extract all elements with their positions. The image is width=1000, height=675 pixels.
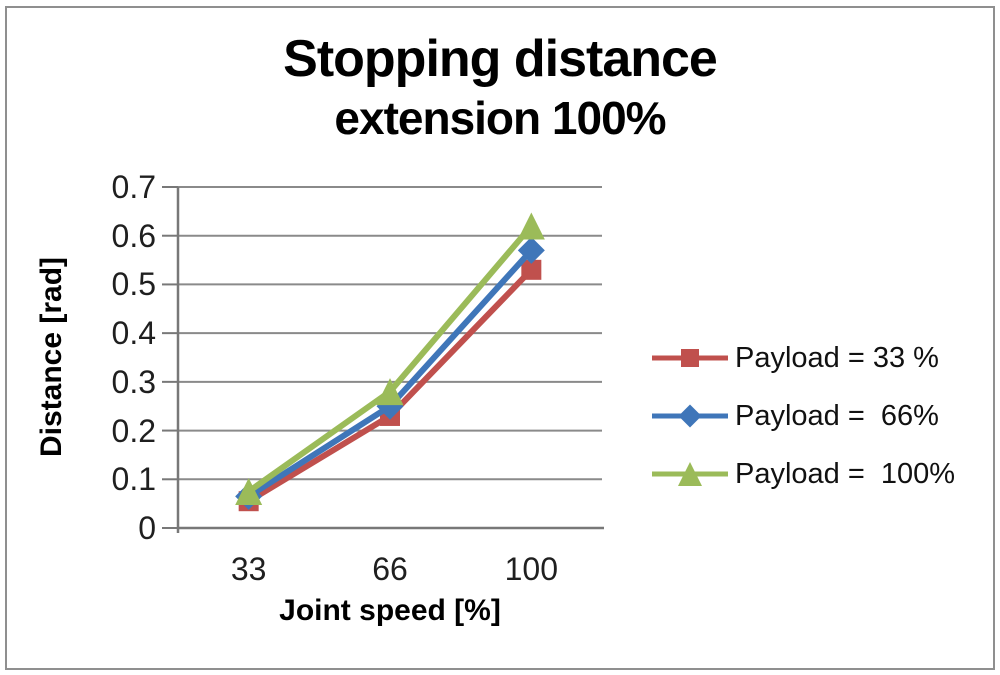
series-1-marker-2	[517, 236, 545, 264]
legend-item-1: Payload = 66%	[650, 387, 955, 445]
y-tick-label: 0.6	[111, 217, 156, 254]
x-tick-label: 33	[230, 551, 267, 587]
legend-diamond-marker-icon	[652, 404, 728, 428]
x-tick-label: 100	[504, 551, 559, 587]
legend-item-2: Payload = 100%	[650, 445, 955, 503]
legend-item-0: Payload = 33 %	[650, 329, 955, 387]
x-axis-title: Joint speed [%]	[279, 594, 501, 627]
y-tick-label: 0.3	[111, 363, 156, 400]
x-tick-label: 66	[372, 551, 408, 587]
chart-title: Stopping distance extension 100%	[0, 28, 1000, 146]
chart-title-line1: Stopping distance	[283, 30, 718, 88]
legend-label-1: Payload = 66%	[735, 399, 939, 432]
series-2-marker-1	[376, 378, 404, 406]
legend-label-2: Payload = 100%	[735, 457, 956, 490]
legend: Payload = 33 % Payload = 66% Payload = 100…	[650, 329, 955, 503]
y-tick-label: 0.7	[111, 169, 156, 205]
y-tick-label: 0.1	[111, 461, 156, 498]
series-line-2	[246, 224, 534, 494]
series-2-marker-0	[235, 477, 263, 505]
legend-triangle-marker-icon	[652, 462, 728, 486]
legend-label-0: Payload = 33 %	[735, 341, 939, 374]
y-tick-label: 0	[138, 510, 156, 546]
legend-square-marker-icon	[652, 349, 728, 367]
series-0-marker-2	[521, 259, 542, 280]
y-tick-label: 0.4	[111, 315, 156, 352]
y-tick-label: 0.2	[111, 412, 156, 449]
y-tick-label: 0.5	[111, 266, 156, 303]
chart-title-line2: extension 100%	[334, 92, 666, 144]
series-2-marker-2	[517, 212, 545, 240]
plot-area	[162, 186, 604, 533]
